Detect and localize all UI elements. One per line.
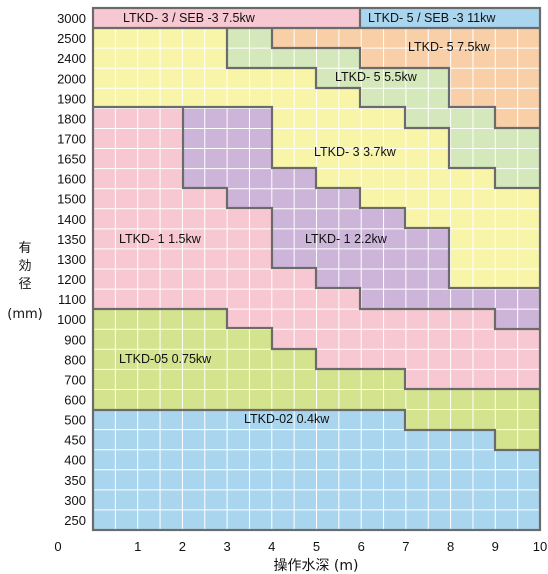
x-tick-label: 0 (54, 539, 61, 554)
y-tick-label: 1300 (57, 252, 86, 267)
label-ltkd-3-37: LTKD- 3 3.7kw (314, 145, 397, 159)
x-tick-label: 8 (447, 539, 454, 554)
label-ltkd-1-22: LTKD- 1 2.2kw (305, 232, 388, 246)
y-tick-label: 2500 (57, 31, 86, 46)
x-tick-label: 1 (134, 539, 141, 554)
y-title-unit: (mm) (7, 307, 42, 322)
boundary-22-3 (93, 105, 540, 290)
x-tick-label: 2 (179, 539, 186, 554)
y-tick-label: 1200 (57, 272, 86, 287)
x-tick-label: 4 (268, 539, 275, 554)
region-boundaries (91, 6, 542, 532)
region-labels: LTKD-02 0.4kw LTKD-05 0.75kw LTKD- 1 1.5… (119, 11, 496, 426)
y-tick-label: 1700 (57, 132, 86, 147)
y-tick-label: 400 (64, 453, 86, 468)
x-tick-label: 3 (223, 539, 230, 554)
label-ltkd-1-15: LTKD- 1 1.5kw (119, 232, 202, 246)
y-title-char-3: 径 (18, 277, 31, 292)
y-tick-label: 1400 (57, 212, 86, 227)
y-tick-label: 250 (64, 513, 86, 528)
y-tick-label: 1900 (57, 91, 86, 106)
boundary-3-55 (225, 28, 540, 190)
x-tick-label: 6 (358, 539, 365, 554)
y-tick-label: 300 (64, 493, 86, 508)
y-axis-title: 有 効 径 (mm) (7, 241, 42, 322)
y-tick-label: 3000 (57, 11, 86, 26)
x-tick-labels: 0 1 2 3 4 5 6 7 8 9 10 (54, 539, 547, 554)
y-tick-label: 800 (64, 352, 86, 367)
y-tick-label: 600 (64, 393, 86, 408)
y-tick-label: 900 (64, 332, 86, 347)
region-ltkd-5-seb3 (360, 8, 540, 28)
x-tick-label: 9 (492, 539, 499, 554)
label-ltkd-3-seb3: LTKD- 3 / SEB -3 7.5kw (123, 11, 256, 25)
boundary-02-05 (93, 408, 540, 452)
y-tick-label: 1600 (57, 172, 86, 187)
label-ltkd-05: LTKD-05 0.75kw (119, 352, 212, 366)
y-title-char-1: 有 (18, 241, 31, 256)
label-ltkd-5-seb3: LTKD- 5 / SEB -3 11kw (368, 11, 496, 25)
label-ltkd-5-75: LTKD- 5 7.5kw (408, 40, 491, 54)
y-tick-labels: 3000 2500 2400 2000 1900 1800 1700 1650 1600 1500… (57, 11, 86, 528)
y-tick-label: 1500 (57, 192, 86, 207)
x-tick-label: 5 (313, 539, 320, 554)
y-tick-label: 2000 (57, 71, 86, 86)
y-tick-label: 1350 (57, 232, 86, 247)
x-tick-label: 10 (533, 539, 547, 554)
boundary-55-75 (270, 28, 540, 130)
y-tick-label: 1650 (57, 152, 86, 167)
y-tick-label: 1800 (57, 111, 86, 126)
y-tick-label: 500 (64, 413, 86, 428)
chart-frame (91, 6, 542, 532)
y-tick-label: 2400 (57, 51, 86, 66)
y-tick-label: 350 (64, 473, 86, 488)
boundary-05-1 (93, 307, 540, 391)
label-ltkd-02: LTKD-02 0.4kw (244, 412, 330, 426)
x-axis-title: 操作水深 (m) (273, 558, 358, 574)
y-title-char-2: 効 (18, 259, 31, 274)
y-tick-label: 450 (64, 433, 86, 448)
label-ltkd-5-55: LTKD- 5 5.5kw (335, 70, 418, 84)
y-tick-label: 1000 (57, 312, 86, 327)
region-ltkd-3-seb3 (93, 8, 360, 28)
y-tick-label: 1100 (58, 292, 86, 307)
x-tick-label: 7 (402, 539, 409, 554)
boundary-1-22 (181, 107, 540, 331)
y-tick-label: 700 (64, 372, 86, 387)
